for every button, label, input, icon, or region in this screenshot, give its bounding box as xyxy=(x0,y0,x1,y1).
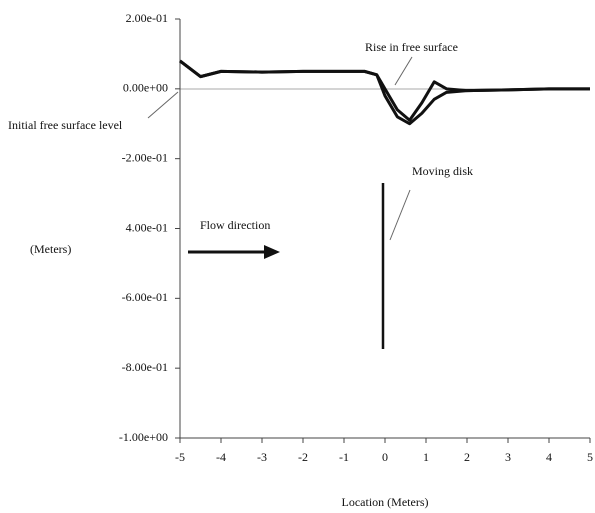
y-tick-label: 4.00e-01 xyxy=(126,220,168,234)
x-tick-label: 2 xyxy=(464,450,470,464)
annotation: Flow direction xyxy=(200,218,270,232)
annotation: Rise in free surface xyxy=(365,40,458,54)
leader-line xyxy=(147,91,179,119)
flow-arrowhead xyxy=(264,245,280,259)
x-tick-label: 5 xyxy=(587,450,593,464)
leader-line xyxy=(394,56,413,86)
x-tick-label: 1 xyxy=(423,450,429,464)
y-tick-label: -8.00e-01 xyxy=(122,360,168,374)
x-tick-label: 0 xyxy=(382,450,388,464)
x-tick-label: 3 xyxy=(505,450,511,464)
line xyxy=(179,59,590,126)
y-tick-label: 0.00e+00 xyxy=(123,81,168,95)
x-tick-label: 4 xyxy=(546,450,552,464)
y-axis-label: (Meters) xyxy=(30,242,71,256)
leader-line xyxy=(389,189,411,241)
y-tick-label: -6.00e-01 xyxy=(122,290,168,304)
x-tick-label: -3 xyxy=(257,450,267,464)
x-tick-label: -5 xyxy=(175,450,185,464)
y-tick-label: -1.00e+00 xyxy=(119,430,168,444)
x-tick-label: -2 xyxy=(298,450,308,464)
x-axis-label: Location (Meters) xyxy=(342,495,429,509)
y-tick-label: 2.00e-01 xyxy=(126,11,168,25)
y-tick-label: -2.00e-01 xyxy=(122,150,168,164)
annotation: Initial free surface level xyxy=(8,118,123,132)
annotation: Moving disk xyxy=(412,164,473,178)
x-tick-label: -1 xyxy=(339,450,349,464)
x-tick-label: -4 xyxy=(216,450,226,464)
